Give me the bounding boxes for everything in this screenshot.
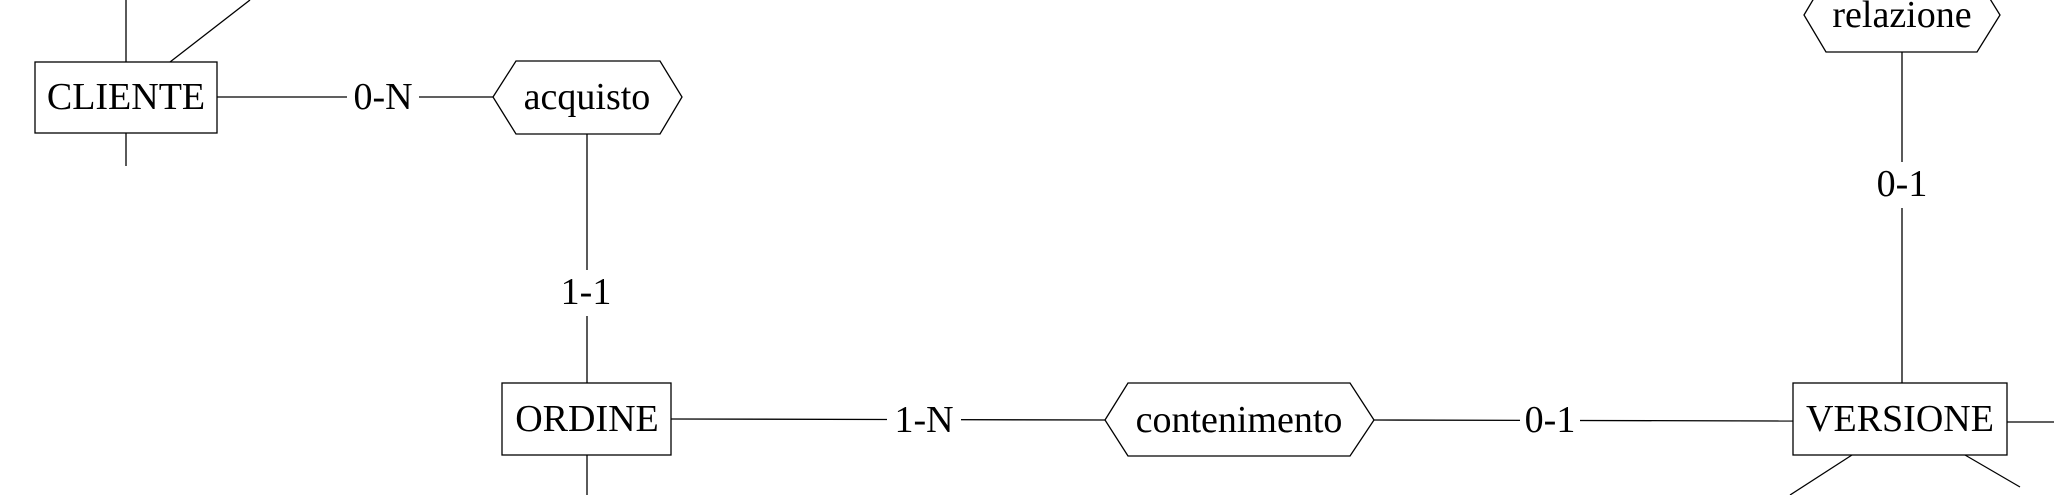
cardinality-relazione-versione: 0-1 <box>1877 163 1928 205</box>
cardinality-ordine-contenimento: 1-N <box>894 399 953 441</box>
cardinality-acquisto-ordine: 1-1 <box>561 271 612 313</box>
relationship-acquisto-label: acquisto <box>524 76 651 118</box>
cardinality-contenimento-versione: 0-1 <box>1525 399 1576 441</box>
entity-ordine-label: ORDINE <box>515 398 659 440</box>
entity-versione[interactable]: VERSIONE <box>1792 382 2008 456</box>
line-cliente-diagonal-stub <box>169 0 251 63</box>
entity-versione-label: VERSIONE <box>1806 398 1994 440</box>
entity-cliente[interactable]: CLIENTE <box>34 61 218 134</box>
cardinality-cliente-acquisto: 0-N <box>353 76 412 118</box>
connector-lines <box>125 0 2054 495</box>
line-versione-left-diagonal-stub <box>1789 454 1853 495</box>
relationship-contenimento-label: contenimento <box>1136 399 1343 441</box>
relationship-acquisto[interactable]: acquisto <box>492 60 683 135</box>
entity-cliente-label: CLIENTE <box>47 76 205 118</box>
relationship-contenimento[interactable]: contenimento <box>1104 382 1375 457</box>
line-contenimento-versione <box>1373 419 1794 422</box>
entity-ordine[interactable]: ORDINE <box>501 382 672 456</box>
cardinality-labels: 0-N 1-1 1-N 0-1 0-1 <box>347 76 1933 441</box>
line-versione-right-diagonal-stub <box>1964 454 2021 488</box>
relationship-relazione[interactable]: relazione <box>1803 0 2001 53</box>
relationship-relazione-label: relazione <box>1832 0 1971 36</box>
